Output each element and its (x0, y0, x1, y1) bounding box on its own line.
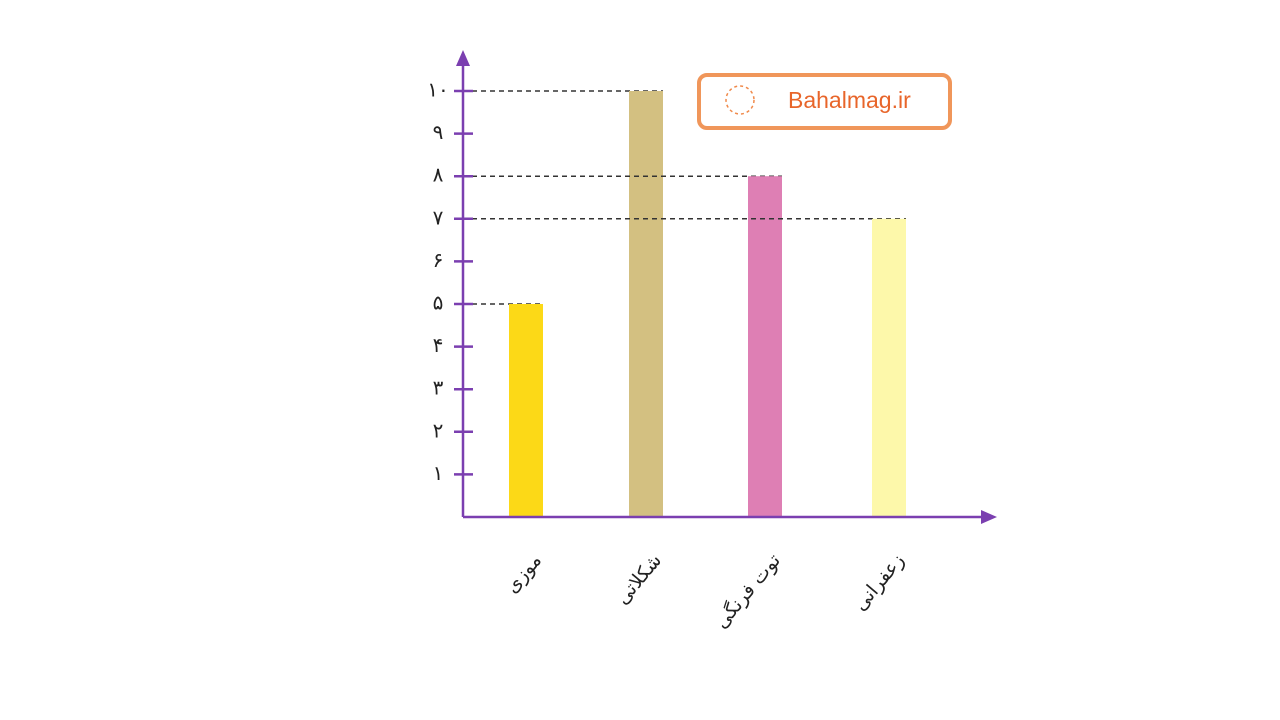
x-tick-label: توت فرنگی (709, 549, 785, 633)
y-tick-label: ۲ (433, 418, 444, 442)
watermark-box (697, 73, 952, 130)
watermark-text: Bahalmag.ir (788, 87, 911, 113)
watermark: Bahalmag.ir (697, 73, 952, 130)
x-axis-arrow (981, 510, 997, 524)
bar (872, 218, 906, 518)
y-tick-label: ۶ (433, 248, 444, 272)
y-axis-arrow (456, 50, 470, 66)
y-tick-label: ۸ (433, 163, 444, 187)
y-tick-label: ۳ (433, 376, 444, 400)
bar (509, 304, 543, 517)
y-tick-label: ۵ (433, 291, 444, 315)
y-tick-label: ۱ (433, 461, 444, 485)
y-tick-label: ۹ (433, 120, 444, 144)
y-tick-label: ۴ (433, 333, 444, 357)
bar (629, 91, 663, 517)
x-tick-label: زعفرانی (849, 550, 909, 615)
x-tick-label: موزی (501, 550, 546, 598)
y-tick-label: ۷ (433, 205, 444, 229)
y-tick-label: ۱۰ (427, 78, 448, 102)
x-tick-label: شکلاتی (611, 550, 666, 609)
bar (748, 176, 782, 517)
watermark-logo (725, 85, 755, 115)
